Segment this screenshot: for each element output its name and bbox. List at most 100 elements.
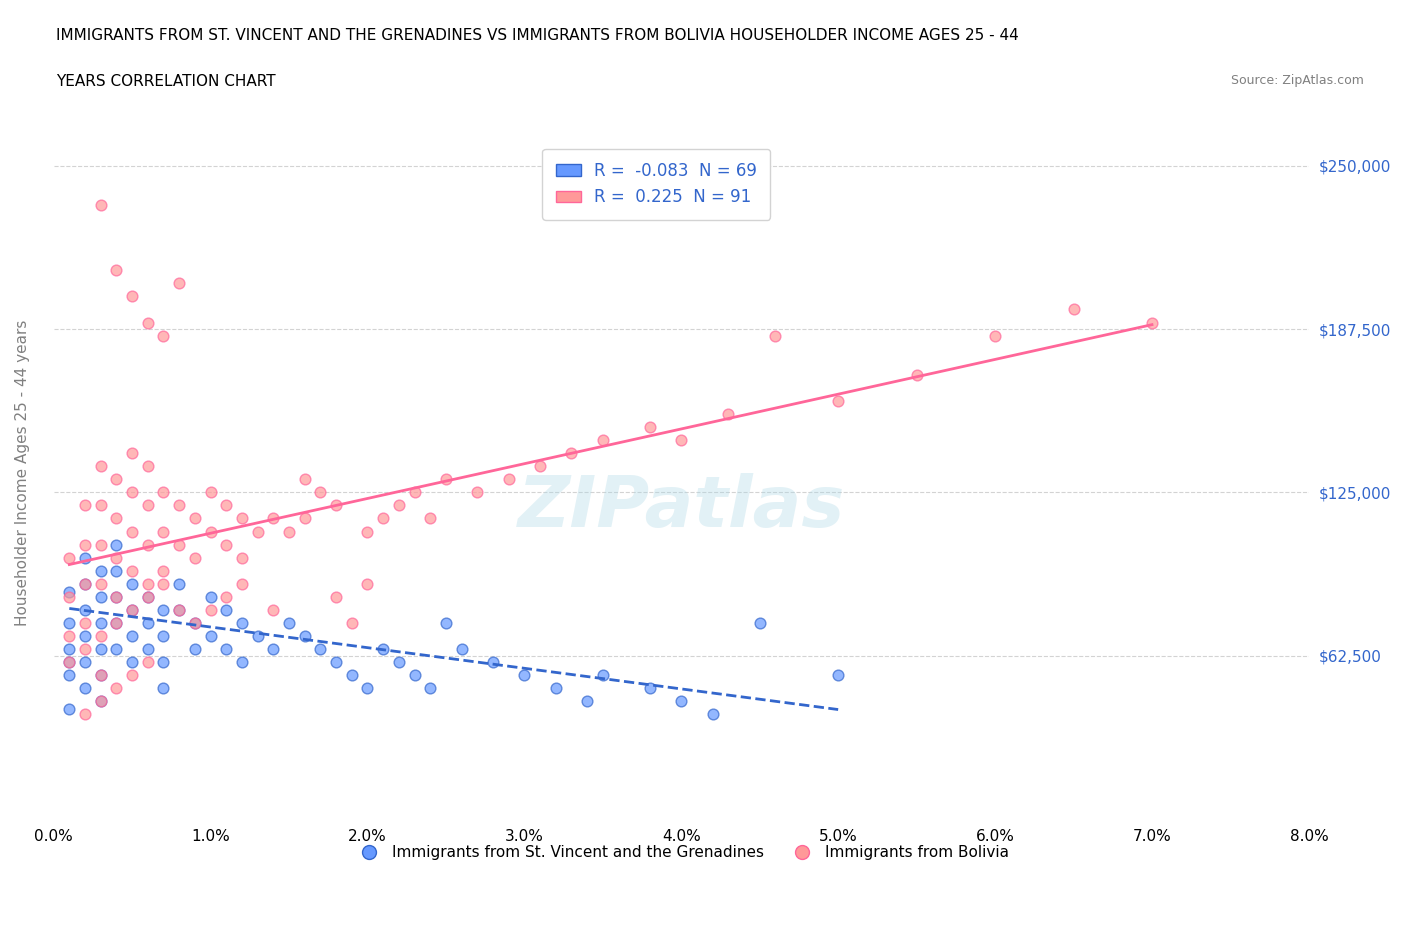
Point (309, 642, 332, 657)
Point (513, 668, 536, 683)
Point (278, 525, 301, 539)
Point (73, 629, 96, 644)
Point (560, 445, 582, 460)
Point (434, 472, 457, 486)
Point (200, 525, 222, 539)
Point (136, 458, 159, 473)
Point (58, 590, 80, 604)
Point (152, 577, 174, 591)
Point (136, 498, 159, 512)
Point (58, 655, 80, 670)
Point (73, 577, 96, 591)
Point (262, 511, 284, 525)
Point (231, 551, 253, 565)
Point (105, 538, 128, 552)
Point (73, 707, 96, 722)
Point (404, 485, 426, 499)
Point (984, 328, 1007, 343)
Point (638, 419, 661, 434)
Point (90, 694, 112, 709)
Point (121, 668, 143, 683)
Point (498, 472, 520, 486)
Point (152, 328, 174, 343)
Point (121, 289, 143, 304)
Point (340, 616, 363, 631)
Point (200, 485, 222, 499)
Point (152, 603, 174, 618)
Point (371, 511, 394, 525)
Point (671, 694, 693, 709)
Point (121, 485, 143, 499)
Point (294, 629, 316, 644)
Point (717, 406, 740, 421)
Point (231, 511, 253, 525)
Point (309, 485, 332, 499)
Point (90, 694, 112, 709)
Point (576, 694, 599, 709)
Point (371, 642, 394, 657)
Point (544, 681, 567, 696)
Point (152, 655, 174, 670)
Point (529, 458, 551, 473)
Point (167, 538, 190, 552)
Point (638, 681, 661, 696)
Point (121, 629, 143, 644)
Point (184, 642, 207, 657)
Point (592, 668, 614, 683)
Point (200, 603, 222, 618)
Point (73, 655, 96, 670)
Point (105, 590, 128, 604)
Point (184, 511, 207, 525)
Point (419, 681, 441, 696)
Point (262, 603, 284, 618)
Point (215, 642, 238, 657)
Point (702, 707, 724, 722)
Point (73, 642, 96, 657)
Y-axis label: Householder Income Ages 25 - 44 years: Householder Income Ages 25 - 44 years (15, 320, 30, 626)
Text: ZIPatlas: ZIPatlas (517, 472, 845, 542)
Point (388, 498, 411, 512)
Point (90, 668, 112, 683)
Point (90, 538, 112, 552)
Point (388, 655, 411, 670)
Point (231, 577, 253, 591)
Point (136, 655, 159, 670)
Point (184, 551, 207, 565)
Point (167, 276, 190, 291)
Point (450, 642, 472, 657)
Point (152, 485, 174, 499)
Point (105, 564, 128, 578)
Point (121, 603, 143, 618)
Point (105, 616, 128, 631)
Point (58, 584, 80, 599)
Point (58, 668, 80, 683)
Point (465, 485, 488, 499)
Point (105, 590, 128, 604)
Point (294, 472, 316, 486)
Point (90, 197, 112, 212)
Point (73, 15, 96, 30)
Point (105, 263, 128, 278)
Point (73, 538, 96, 552)
Point (294, 511, 316, 525)
Point (167, 498, 190, 512)
Point (58, 702, 80, 717)
Point (90, 629, 112, 644)
Point (827, 668, 849, 683)
Point (325, 498, 347, 512)
Point (246, 525, 269, 539)
Point (121, 577, 143, 591)
Point (73, 498, 96, 512)
Point (200, 590, 222, 604)
Point (246, 629, 269, 644)
Point (905, 367, 928, 382)
Point (1063, 302, 1085, 317)
Point (136, 590, 159, 604)
Text: Source: ZipAtlas.com: Source: ZipAtlas.com (1230, 74, 1364, 87)
Text: IMMIGRANTS FROM ST. VINCENT AND THE GRENADINES VS IMMIGRANTS FROM BOLIVIA HOUSEH: IMMIGRANTS FROM ST. VINCENT AND THE GREN… (56, 28, 1019, 43)
Point (105, 472, 128, 486)
Point (231, 655, 253, 670)
Point (748, 616, 770, 631)
Point (262, 642, 284, 657)
Point (356, 681, 378, 696)
